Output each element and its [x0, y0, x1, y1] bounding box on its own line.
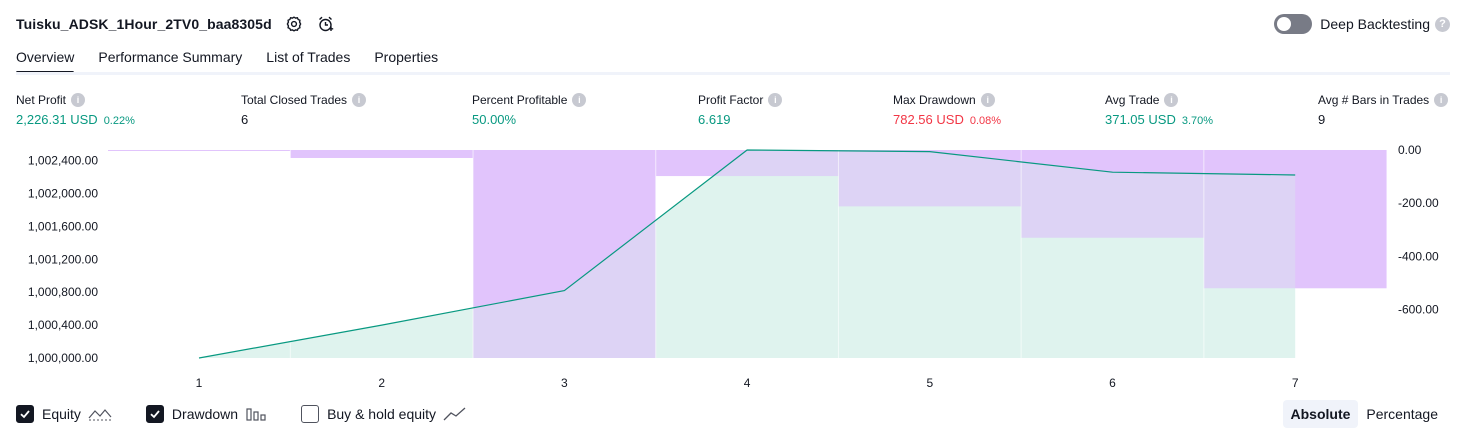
chart-legend: Equity Drawdown Buy & hold equity [16, 403, 501, 425]
buy-hold-checkbox[interactable] [301, 405, 320, 423]
legend-label: Buy & hold equity [327, 406, 437, 422]
drawdown-bars-icon [245, 406, 267, 422]
left-axis-tick-label: 1,001,200.00 [28, 252, 98, 266]
tab-performance-summary[interactable]: Performance Summary [98, 49, 243, 65]
drawdown-bar-overlay [473, 150, 656, 358]
metric-label: Percent Profitable [472, 93, 568, 107]
x-axis-tick-label: 5 [926, 376, 933, 390]
metric-value: 371.05 [1105, 112, 1145, 127]
buy-hold-line-icon [443, 406, 467, 422]
left-axis-tick-label: 1,002,400.00 [28, 154, 98, 168]
metric-value: 2,226.31 [16, 112, 67, 127]
metric-label: Max Drawdown [893, 93, 976, 107]
check-icon [20, 410, 30, 419]
left-axis-tick-label: 1,002,000.00 [28, 187, 98, 201]
right-axis-tick-label: -400.00 [1398, 249, 1439, 263]
strategy-title: Tuisku_ADSK_1Hour_2TV0_baa8305d [16, 16, 272, 32]
deep-backtesting-label: Deep Backtesting [1320, 16, 1430, 32]
metric-label: Avg # Bars in Trades [1318, 93, 1430, 107]
x-axis-tick-label: 7 [1292, 376, 1299, 390]
metric-value: 6 [241, 112, 249, 127]
equity-checkbox[interactable] [16, 405, 34, 423]
metric-value: 50.00% [472, 112, 517, 127]
tab-list-of-trades[interactable]: List of Trades [266, 49, 351, 65]
report-tabs: Overview Performance Summary List of Tra… [16, 46, 462, 76]
value-mode-switch: Absolute Percentage [1282, 400, 1447, 428]
metric-value: 782.56 [893, 112, 933, 127]
tabs-divider [16, 72, 1450, 75]
settings-gear-icon[interactable] [284, 14, 304, 34]
tab-properties[interactable]: Properties [374, 49, 439, 65]
strategy-header: Tuisku_ADSK_1Hour_2TV0_baa8305d [16, 13, 336, 35]
metric-max-drawdown: Max Drawdown i 782.56 USD 0.08% [893, 93, 1001, 127]
x-axis-tick-label: 1 [196, 376, 203, 390]
x-axis-tick-label: 6 [1109, 376, 1116, 390]
drawdown-bar-overlay [838, 150, 1022, 207]
metric-unit: USD [1148, 112, 1176, 127]
equity-line-icon [88, 406, 112, 422]
deep-backtesting: Deep Backtesting ? [1274, 13, 1450, 35]
info-icon[interactable]: i [572, 93, 587, 107]
metric-label: Net Profit [16, 93, 67, 107]
info-icon[interactable]: i [768, 93, 783, 107]
deep-backtesting-toggle[interactable] [1274, 14, 1313, 34]
info-icon[interactable]: i [71, 93, 86, 107]
equity-line [198, 149, 1296, 359]
x-axis-tick-label: 3 [561, 376, 568, 390]
right-axis-tick-label: -600.00 [1398, 302, 1439, 316]
left-axis-tick-label: 1,000,000.00 [28, 351, 98, 365]
info-icon[interactable]: i [980, 93, 995, 107]
legend-equity[interactable]: Equity [16, 405, 112, 423]
metric-total-closed-trades: Total Closed Trades i 6 [241, 93, 367, 127]
check-icon [150, 410, 160, 419]
metric-value: 9 [1318, 112, 1326, 127]
metric-profit-factor: Profit Factor i 6.619 [698, 93, 783, 127]
metric-percent-profitable: Percent Profitable i 50.00% [472, 93, 587, 127]
drawdown-checkbox[interactable] [145, 405, 164, 423]
legend-label: Drawdown [171, 406, 239, 422]
right-axis-tick-label: -200.00 [1398, 196, 1439, 210]
legend-drawdown[interactable]: Drawdown [145, 405, 267, 423]
legend-label: Equity [42, 406, 81, 422]
left-axis-tick-label: 1,000,400.00 [28, 318, 98, 332]
metric-label: Profit Factor [698, 93, 764, 107]
drawdown-bar-overlay [1203, 150, 1387, 289]
info-icon[interactable]: i [352, 93, 367, 107]
metric-avg-trade: Avg Trade i 371.05 USD 3.70% [1105, 93, 1213, 127]
add-alert-clock-icon[interactable] [316, 14, 336, 34]
info-icon[interactable]: i [1434, 93, 1449, 107]
metric-unit: USD [70, 112, 98, 127]
legend-buy-hold-equity[interactable]: Buy & hold equity [301, 405, 467, 423]
left-axis-tick-label: 1,000,800.00 [28, 285, 98, 299]
metric-unit: USD [936, 112, 964, 127]
help-question-icon[interactable]: ? [1435, 16, 1450, 32]
equity-drawdown-chart[interactable]: 1,002,400.00 1,002,000.00 1,001,600.00 1,00… [0, 140, 1466, 396]
right-axis-tick-label: 0.00 [1398, 143, 1422, 157]
drawdown-bar-overlay [290, 150, 474, 158]
metric-percent: 3.70% [1181, 115, 1214, 127]
drawdown-bar-overlay [1021, 150, 1204, 238]
left-axis-tick-label: 1,001,600.00 [28, 219, 98, 233]
metric-avg-bars-in-trades: Avg # Bars in Trades i 9 [1318, 93, 1449, 127]
metric-net-profit: Net Profit i 2,226.31 USD 0.22% [16, 93, 135, 127]
x-axis-tick-label: 2 [378, 376, 385, 390]
info-icon[interactable]: i [1164, 93, 1179, 107]
metric-value: 6.619 [698, 112, 731, 127]
x-axis-tick-label: 4 [744, 376, 751, 390]
metric-label: Avg Trade [1105, 93, 1160, 107]
drawdown-bar-overlay [108, 150, 291, 151]
metric-percent: 0.08% [969, 115, 1002, 127]
percentage-button[interactable]: Percentage [1366, 406, 1438, 422]
drawdown-bar-overlay [655, 150, 839, 177]
metric-percent: 0.22% [103, 115, 135, 127]
metric-label: Total Closed Trades [241, 93, 348, 107]
absolute-button[interactable]: Absolute [1282, 400, 1359, 428]
